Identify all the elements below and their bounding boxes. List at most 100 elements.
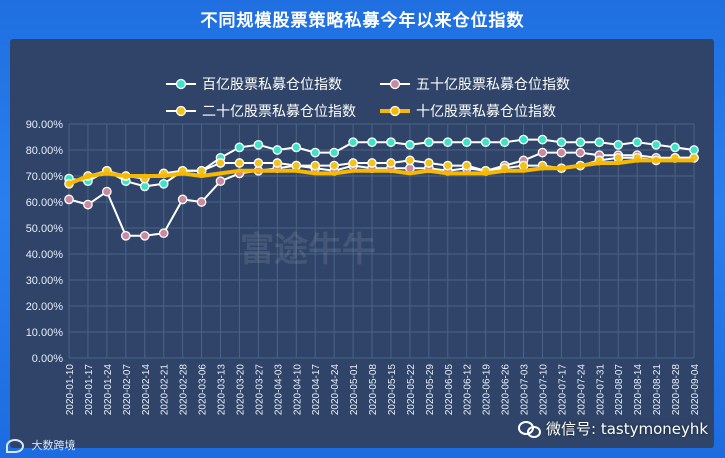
- series-2-point: [83, 199, 93, 210]
- x-tick-label: 2020-08-07: [614, 364, 625, 416]
- series-3-point: [461, 160, 472, 171]
- series-1-point: [234, 142, 245, 153]
- series-2-point: [102, 186, 112, 197]
- y-tick-label: 30.00%: [26, 275, 64, 287]
- series-line-2: [68, 151, 694, 237]
- series-3-point: [348, 158, 358, 168]
- x-tick-label: 2020-01-24: [103, 364, 114, 416]
- x-tick-label: 2020-04-17: [311, 364, 322, 416]
- x-tick-label: 2020-06-05: [444, 364, 455, 416]
- series-1-point: [480, 137, 491, 148]
- series-line-4: [68, 158, 694, 186]
- legend-item-4: 十亿股票私募仓位指数: [380, 104, 556, 120]
- series-1-point: [348, 137, 358, 148]
- series-1-point: [632, 137, 643, 148]
- x-tick-label: 2020-03-13: [217, 364, 228, 416]
- series-1-point: [423, 137, 434, 148]
- series-2-point: [556, 147, 567, 158]
- series-1-point: [386, 137, 396, 148]
- series-1-point: [291, 142, 302, 153]
- x-tick-label: 2020-05-01: [349, 364, 360, 416]
- series-1-point: [442, 137, 453, 148]
- series-1-point: [651, 139, 661, 150]
- legend-swatch-marker: [175, 105, 187, 117]
- y-tick-label: 80.00%: [26, 145, 64, 157]
- y-tick-label: 60.00%: [26, 197, 64, 209]
- series-1-point: [537, 134, 548, 145]
- x-tick-label: 2020-04-24: [330, 364, 341, 416]
- series-2-point: [158, 228, 169, 239]
- series-3-point: [215, 158, 226, 168]
- x-tick-label: 2020-05-15: [387, 364, 398, 416]
- x-tick-label: 2020-05-22: [406, 364, 417, 416]
- legend-swatch-marker: [389, 78, 401, 90]
- x-tick-label: 2020-05-08: [368, 364, 379, 416]
- x-tick-label: 2020-03-20: [235, 364, 246, 416]
- footer-wechat: 微信号: tastymoneyhk: [518, 418, 708, 439]
- series-2-point: [120, 230, 131, 241]
- x-tick-label: 2020-01-17: [84, 364, 95, 416]
- series-2-point: [177, 194, 188, 205]
- series-3-point: [386, 158, 396, 168]
- series-1-point: [139, 181, 150, 192]
- x-tick-label: 2020-07-10: [538, 364, 549, 416]
- series-layer: [64, 134, 699, 241]
- x-tick-label: 2020-07-17: [557, 364, 568, 416]
- x-tick-label: 2020-04-03: [273, 364, 284, 416]
- series-3-point: [423, 158, 434, 168]
- x-tick-label: 2020-05-29: [425, 364, 436, 416]
- x-tick-label: 2020-02-28: [179, 364, 190, 416]
- x-tick-label: 2020-08-28: [671, 364, 682, 416]
- x-tick-label: 2020-08-21: [652, 364, 663, 416]
- x-tick-label: 2020-09-04: [690, 364, 701, 416]
- series-2-point: [139, 230, 150, 241]
- legend-label: 二十亿股票私募仓位指数: [202, 104, 356, 120]
- series-3-point: [310, 160, 321, 171]
- series-1-point: [461, 137, 472, 148]
- chart-title: 不同规模股票策略私募今年以来仓位指数: [200, 11, 525, 31]
- series-1-point: [253, 139, 264, 150]
- x-tick-label: 2020-07-03: [520, 364, 531, 416]
- series-2-point: [537, 147, 548, 158]
- series-1-point: [575, 137, 586, 148]
- x-tick-label: 2020-03-06: [198, 364, 209, 416]
- series-1-point: [613, 139, 624, 150]
- series-1-point: [670, 142, 680, 153]
- x-tick-label: 2020-08-14: [633, 364, 644, 416]
- series-1-point: [272, 145, 283, 155]
- y-tick-label: 20.00%: [26, 301, 64, 313]
- footer-brand: 大数跨境: [6, 437, 76, 453]
- series-3-point: [442, 160, 453, 171]
- legend-swatch-marker: [389, 105, 401, 117]
- series-1-point: [499, 137, 510, 148]
- series-3-point: [272, 158, 283, 168]
- brand-icon: [6, 439, 24, 453]
- x-tick-label: 2020-02-07: [122, 364, 133, 416]
- series-3-point: [291, 160, 302, 171]
- footer-wechat-label: 微信号: tastymoneyhk: [546, 420, 709, 438]
- series-3-point: [234, 158, 245, 168]
- legend-label: 五十亿股票私募仓位指数: [416, 77, 570, 93]
- x-tick-label: 2020-06-12: [463, 364, 474, 416]
- x-tick-label: 2020-01-10: [65, 364, 76, 416]
- footer-brand-label: 大数跨境: [31, 439, 76, 452]
- chart-panel: [10, 39, 714, 448]
- series-1-point: [689, 145, 699, 155]
- legend-label: 百亿股票私募仓位指数: [202, 77, 342, 93]
- series-3-point: [405, 155, 415, 166]
- series-3-point: [367, 158, 377, 168]
- legend-item-2: 五十亿股票私募仓位指数: [380, 77, 570, 93]
- series-2-point: [64, 194, 74, 205]
- legend-item-3: 二十亿股票私募仓位指数: [166, 104, 356, 120]
- x-tick-label: 2020-07-24: [576, 364, 587, 416]
- series-2-point: [215, 176, 226, 187]
- x-tick-label: 2020-06-19: [482, 364, 493, 416]
- series-1-point: [367, 137, 377, 148]
- series-3-point: [329, 160, 340, 171]
- series-2-point: [196, 197, 207, 207]
- x-tick-label: 2020-02-14: [141, 364, 152, 416]
- series-1-point: [405, 139, 415, 150]
- series-1-point: [310, 147, 321, 158]
